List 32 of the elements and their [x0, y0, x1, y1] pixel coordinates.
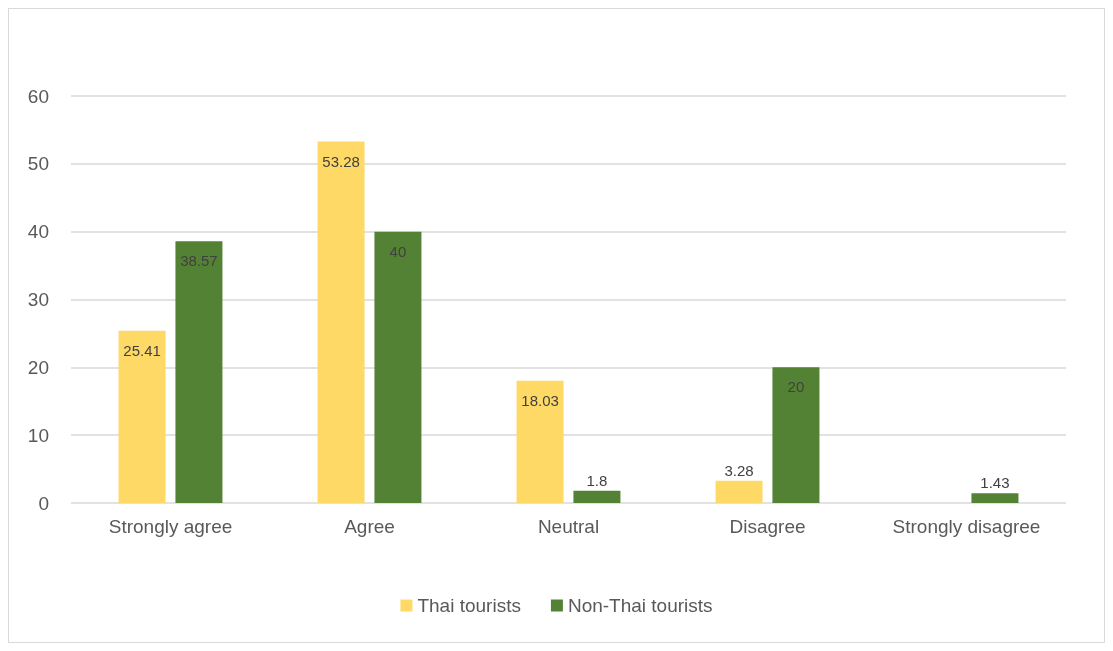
data-label: 20: [787, 378, 805, 396]
y-tick-label: 50: [27, 153, 49, 175]
bar: [573, 490, 621, 503]
y-tick-label: 60: [27, 85, 49, 107]
bar: [971, 493, 1019, 503]
x-tick-label: Neutral: [537, 516, 600, 537]
x-tick-label: Strongly agree: [108, 516, 233, 537]
data-label: 1.8: [586, 471, 608, 489]
y-tick-label: 10: [27, 424, 49, 446]
data-label: 53.28: [322, 152, 360, 170]
data-label: 3.28: [724, 461, 754, 479]
data-label: 25.41: [123, 341, 161, 359]
bar: [516, 380, 564, 503]
x-tick-label: Agree: [344, 516, 395, 537]
legend-label: Thai tourists: [417, 595, 521, 616]
data-label: 18.03: [521, 391, 559, 409]
y-tick-label: 20: [27, 356, 49, 378]
y-tick-label: 30: [27, 289, 49, 310]
bar: [715, 480, 763, 503]
y-tick-label: 0: [38, 492, 49, 514]
bar: [118, 330, 166, 503]
x-tick-label: Strongly disagree: [892, 516, 1041, 537]
y-tick-label: 40: [27, 221, 49, 243]
bar: [374, 231, 422, 503]
data-label: 38.57: [180, 252, 218, 270]
bar: [175, 241, 223, 503]
legend-label: Non-Thai tourists: [567, 595, 713, 616]
bar: [317, 141, 365, 503]
x-tick-label: Disagree: [729, 516, 806, 537]
bar: [772, 367, 820, 503]
data-label: 40: [389, 242, 407, 260]
data-label: 1.43: [980, 474, 1010, 492]
